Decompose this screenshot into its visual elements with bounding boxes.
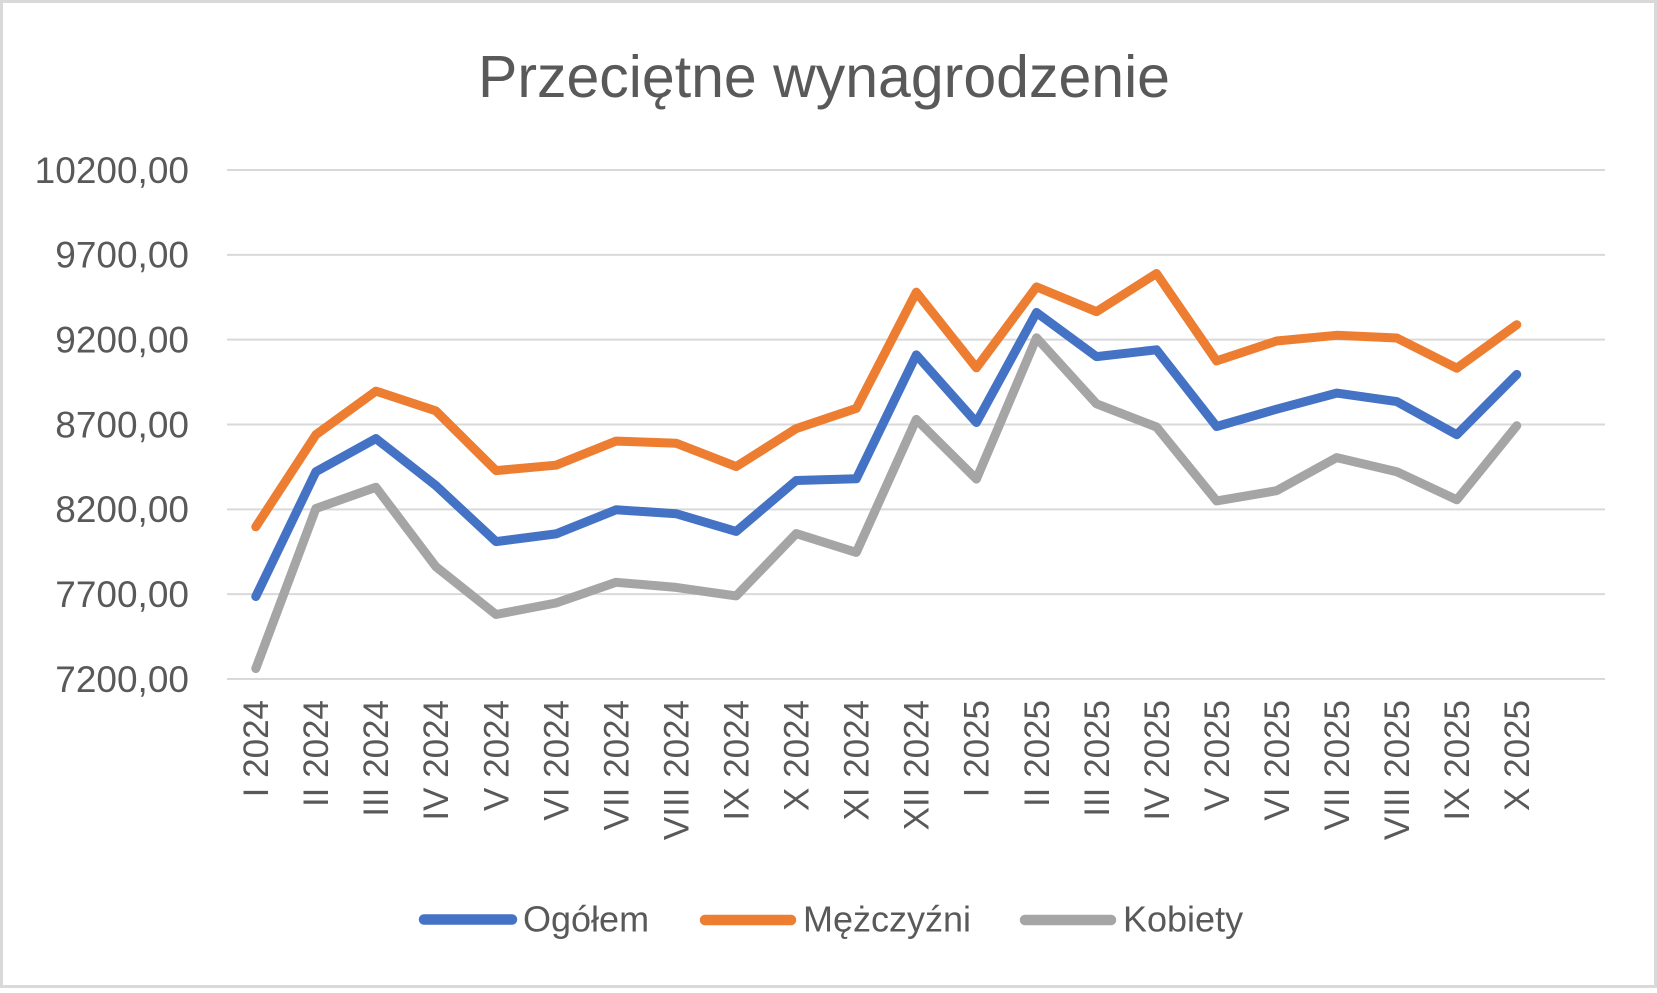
svg-text:7200,00: 7200,00 [55, 659, 189, 700]
svg-text:9700,00: 9700,00 [55, 235, 189, 276]
svg-text:VIII 2025: VIII 2025 [1378, 700, 1417, 840]
svg-text:X 2025: X 2025 [1498, 700, 1537, 811]
svg-text:V 2024: V 2024 [477, 700, 516, 811]
svg-text:IX 2025: IX 2025 [1438, 700, 1477, 821]
svg-text:X 2024: X 2024 [778, 700, 817, 811]
svg-text:IV 2025: IV 2025 [1138, 700, 1177, 821]
svg-text:I 2024: I 2024 [237, 700, 276, 797]
svg-text:Kobiety: Kobiety [1123, 899, 1243, 940]
svg-text:III 2024: III 2024 [357, 700, 396, 817]
svg-text:8200,00: 8200,00 [55, 489, 189, 530]
svg-text:IV 2024: IV 2024 [417, 700, 456, 821]
svg-text:V 2025: V 2025 [1198, 700, 1237, 811]
svg-text:III 2025: III 2025 [1078, 700, 1117, 817]
svg-text:VIII 2024: VIII 2024 [657, 700, 696, 840]
svg-text:8700,00: 8700,00 [55, 404, 189, 445]
svg-text:II 2024: II 2024 [297, 700, 336, 807]
svg-text:Ogółem: Ogółem [523, 899, 649, 940]
svg-text:VII 2024: VII 2024 [597, 700, 636, 830]
svg-text:VI 2024: VI 2024 [537, 700, 576, 821]
svg-text:XII 2024: XII 2024 [898, 700, 937, 830]
svg-text:Mężczyźni: Mężczyźni [803, 899, 971, 940]
svg-text:IX 2024: IX 2024 [718, 700, 757, 821]
svg-text:I 2025: I 2025 [958, 700, 997, 797]
svg-text:9200,00: 9200,00 [55, 319, 189, 360]
svg-text:II 2025: II 2025 [1018, 700, 1057, 807]
svg-text:10200,00: 10200,00 [35, 150, 189, 191]
svg-text:Przeciętne wynagrodzenie: Przeciętne wynagrodzenie [478, 44, 1170, 110]
svg-text:VI 2025: VI 2025 [1258, 700, 1297, 821]
svg-text:XI 2024: XI 2024 [838, 700, 877, 821]
svg-text:7700,00: 7700,00 [55, 574, 189, 615]
svg-text:VII 2025: VII 2025 [1318, 700, 1357, 830]
